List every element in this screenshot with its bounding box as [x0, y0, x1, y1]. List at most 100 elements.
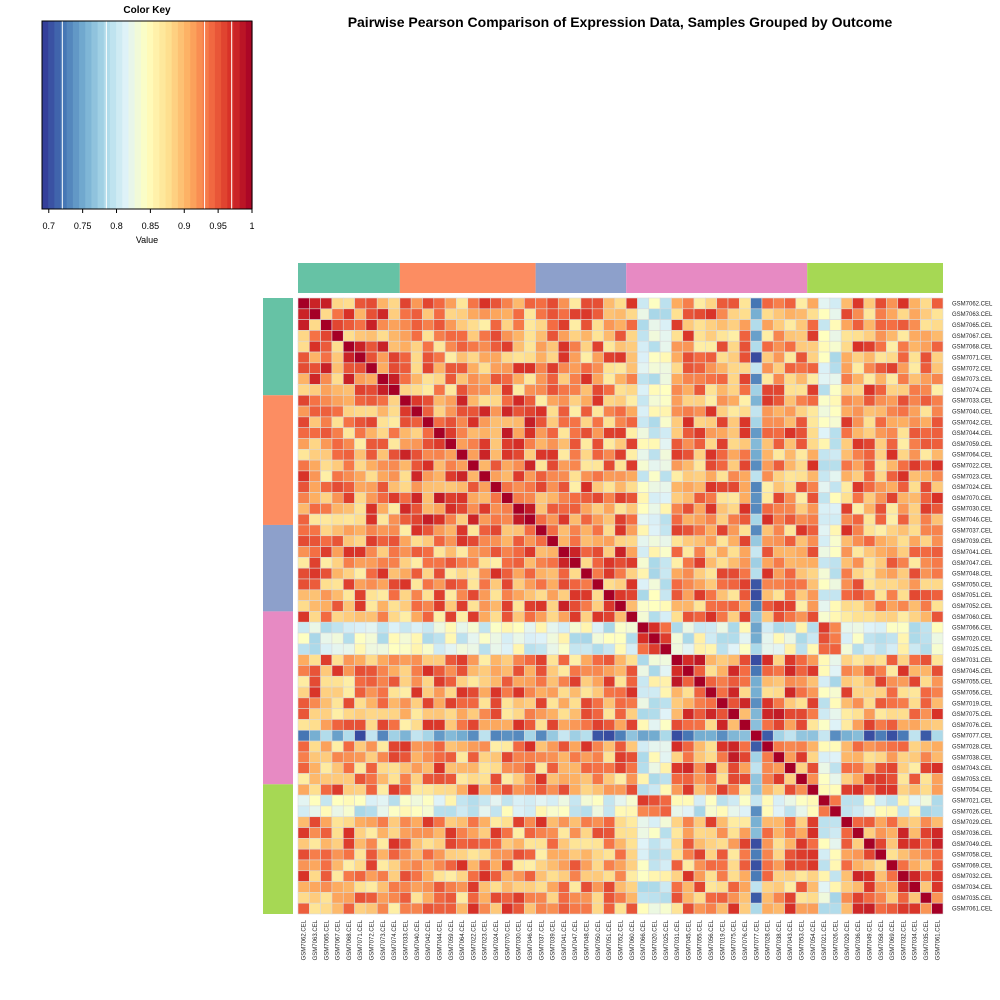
heatmap-cell — [625, 362, 638, 374]
heatmap-cell — [648, 567, 661, 580]
heatmap-cell — [320, 611, 333, 623]
heatmap-cell — [648, 816, 661, 828]
heatmap-cell — [569, 708, 582, 720]
heatmap-cell — [512, 848, 525, 861]
heatmap-cell — [512, 773, 525, 785]
color-key-tick-label: 0.95 — [209, 221, 227, 231]
heatmap-cell — [512, 481, 525, 493]
heatmap-cell — [399, 892, 412, 904]
color-key-band — [202, 21, 210, 209]
heatmap-cell — [614, 708, 627, 720]
heatmap-cell — [886, 675, 899, 688]
heatmap-cell — [625, 665, 638, 677]
heatmap-cell — [342, 567, 355, 580]
heatmap-cell — [580, 654, 593, 666]
row-label: GSM7050.CEL — [952, 582, 993, 588]
heatmap-cell — [580, 816, 593, 828]
heatmap-cell — [410, 686, 423, 699]
heatmap-cell — [806, 394, 819, 407]
heatmap-cell — [501, 686, 514, 699]
heatmap-cell — [580, 535, 593, 547]
heatmap-cell — [863, 448, 876, 461]
heatmap-cell — [637, 470, 650, 483]
heatmap-cell — [727, 535, 740, 547]
heatmap-cell — [342, 892, 355, 904]
heatmap-cell — [682, 567, 695, 580]
heatmap-cell — [716, 373, 729, 385]
heatmap-cell — [546, 362, 559, 374]
heatmap-cell — [886, 740, 899, 753]
heatmap-cell — [535, 513, 548, 526]
heatmap-cell — [784, 448, 797, 461]
heatmap-cell — [456, 643, 469, 655]
heatmap-cell — [410, 524, 423, 537]
heatmap-cell — [784, 492, 797, 504]
heatmap-cell — [535, 557, 548, 569]
heatmap-cell — [659, 719, 672, 731]
heatmap-cell — [693, 578, 706, 591]
heatmap-cell — [637, 719, 650, 731]
heatmap-cell — [614, 719, 627, 731]
heatmap-cell — [569, 459, 582, 472]
heatmap-cell — [761, 589, 774, 601]
heatmap-cell — [444, 600, 457, 612]
heatmap-cell — [750, 773, 763, 785]
heatmap-cell — [625, 319, 638, 331]
heatmap-cell — [410, 751, 423, 764]
heatmap-cell — [772, 524, 785, 537]
heatmap-cell — [388, 394, 401, 407]
heatmap-cell — [535, 697, 548, 709]
heatmap-cell — [818, 784, 831, 796]
heatmap-cell — [569, 740, 582, 753]
heatmap-cell — [772, 686, 785, 699]
heatmap-cell — [524, 416, 536, 428]
heatmap-cell — [852, 546, 865, 558]
heatmap-cell — [388, 740, 401, 753]
heatmap-cell — [659, 438, 672, 450]
heatmap-cell — [557, 546, 570, 558]
heatmap-cell — [806, 827, 819, 839]
heatmap-cell — [557, 881, 570, 893]
heatmap-cell — [354, 578, 367, 591]
heatmap-cell — [320, 438, 333, 450]
heatmap-cell — [863, 405, 876, 418]
heatmap-cell — [625, 557, 638, 569]
heatmap-cell — [591, 654, 604, 666]
heatmap-cell — [705, 546, 717, 558]
heatmap-cell — [806, 708, 819, 720]
heatmap-cell — [874, 665, 887, 677]
heatmap-cell — [931, 762, 944, 774]
heatmap-cell — [524, 838, 536, 850]
heatmap-cell — [569, 567, 582, 580]
heatmap-cell — [840, 902, 853, 915]
heatmap-cell — [376, 827, 389, 839]
heatmap-cell — [886, 600, 899, 612]
heatmap-cell — [422, 794, 435, 807]
heatmap-cell — [863, 459, 876, 472]
heatmap-cell — [784, 394, 797, 407]
heatmap-cell — [376, 330, 389, 342]
heatmap-cell — [297, 805, 310, 818]
heatmap-cell — [682, 773, 695, 785]
heatmap-cell — [614, 665, 627, 677]
heatmap-cell — [501, 503, 514, 515]
heatmap-cell — [750, 416, 763, 428]
heatmap-cell — [456, 675, 469, 688]
column-label: GSM7031.CEL — [675, 919, 681, 960]
heatmap-cell — [467, 719, 480, 731]
heatmap-cell — [365, 535, 378, 547]
heatmap-cell — [603, 427, 616, 439]
row-label: GSM7032.CEL — [952, 874, 993, 880]
heatmap-cell — [478, 319, 491, 331]
heatmap-cell — [478, 827, 491, 839]
heatmap-cell — [920, 654, 932, 666]
heatmap-cell — [693, 513, 706, 526]
heatmap-cell — [535, 643, 548, 655]
heatmap-cell — [331, 448, 344, 461]
heatmap-cell — [693, 557, 706, 569]
heatmap-cell — [320, 870, 333, 882]
heatmap-cell — [535, 308, 548, 320]
heatmap-cell — [614, 438, 627, 450]
row-label: GSM7022.CEL — [952, 464, 993, 470]
heatmap-cell — [591, 481, 604, 493]
